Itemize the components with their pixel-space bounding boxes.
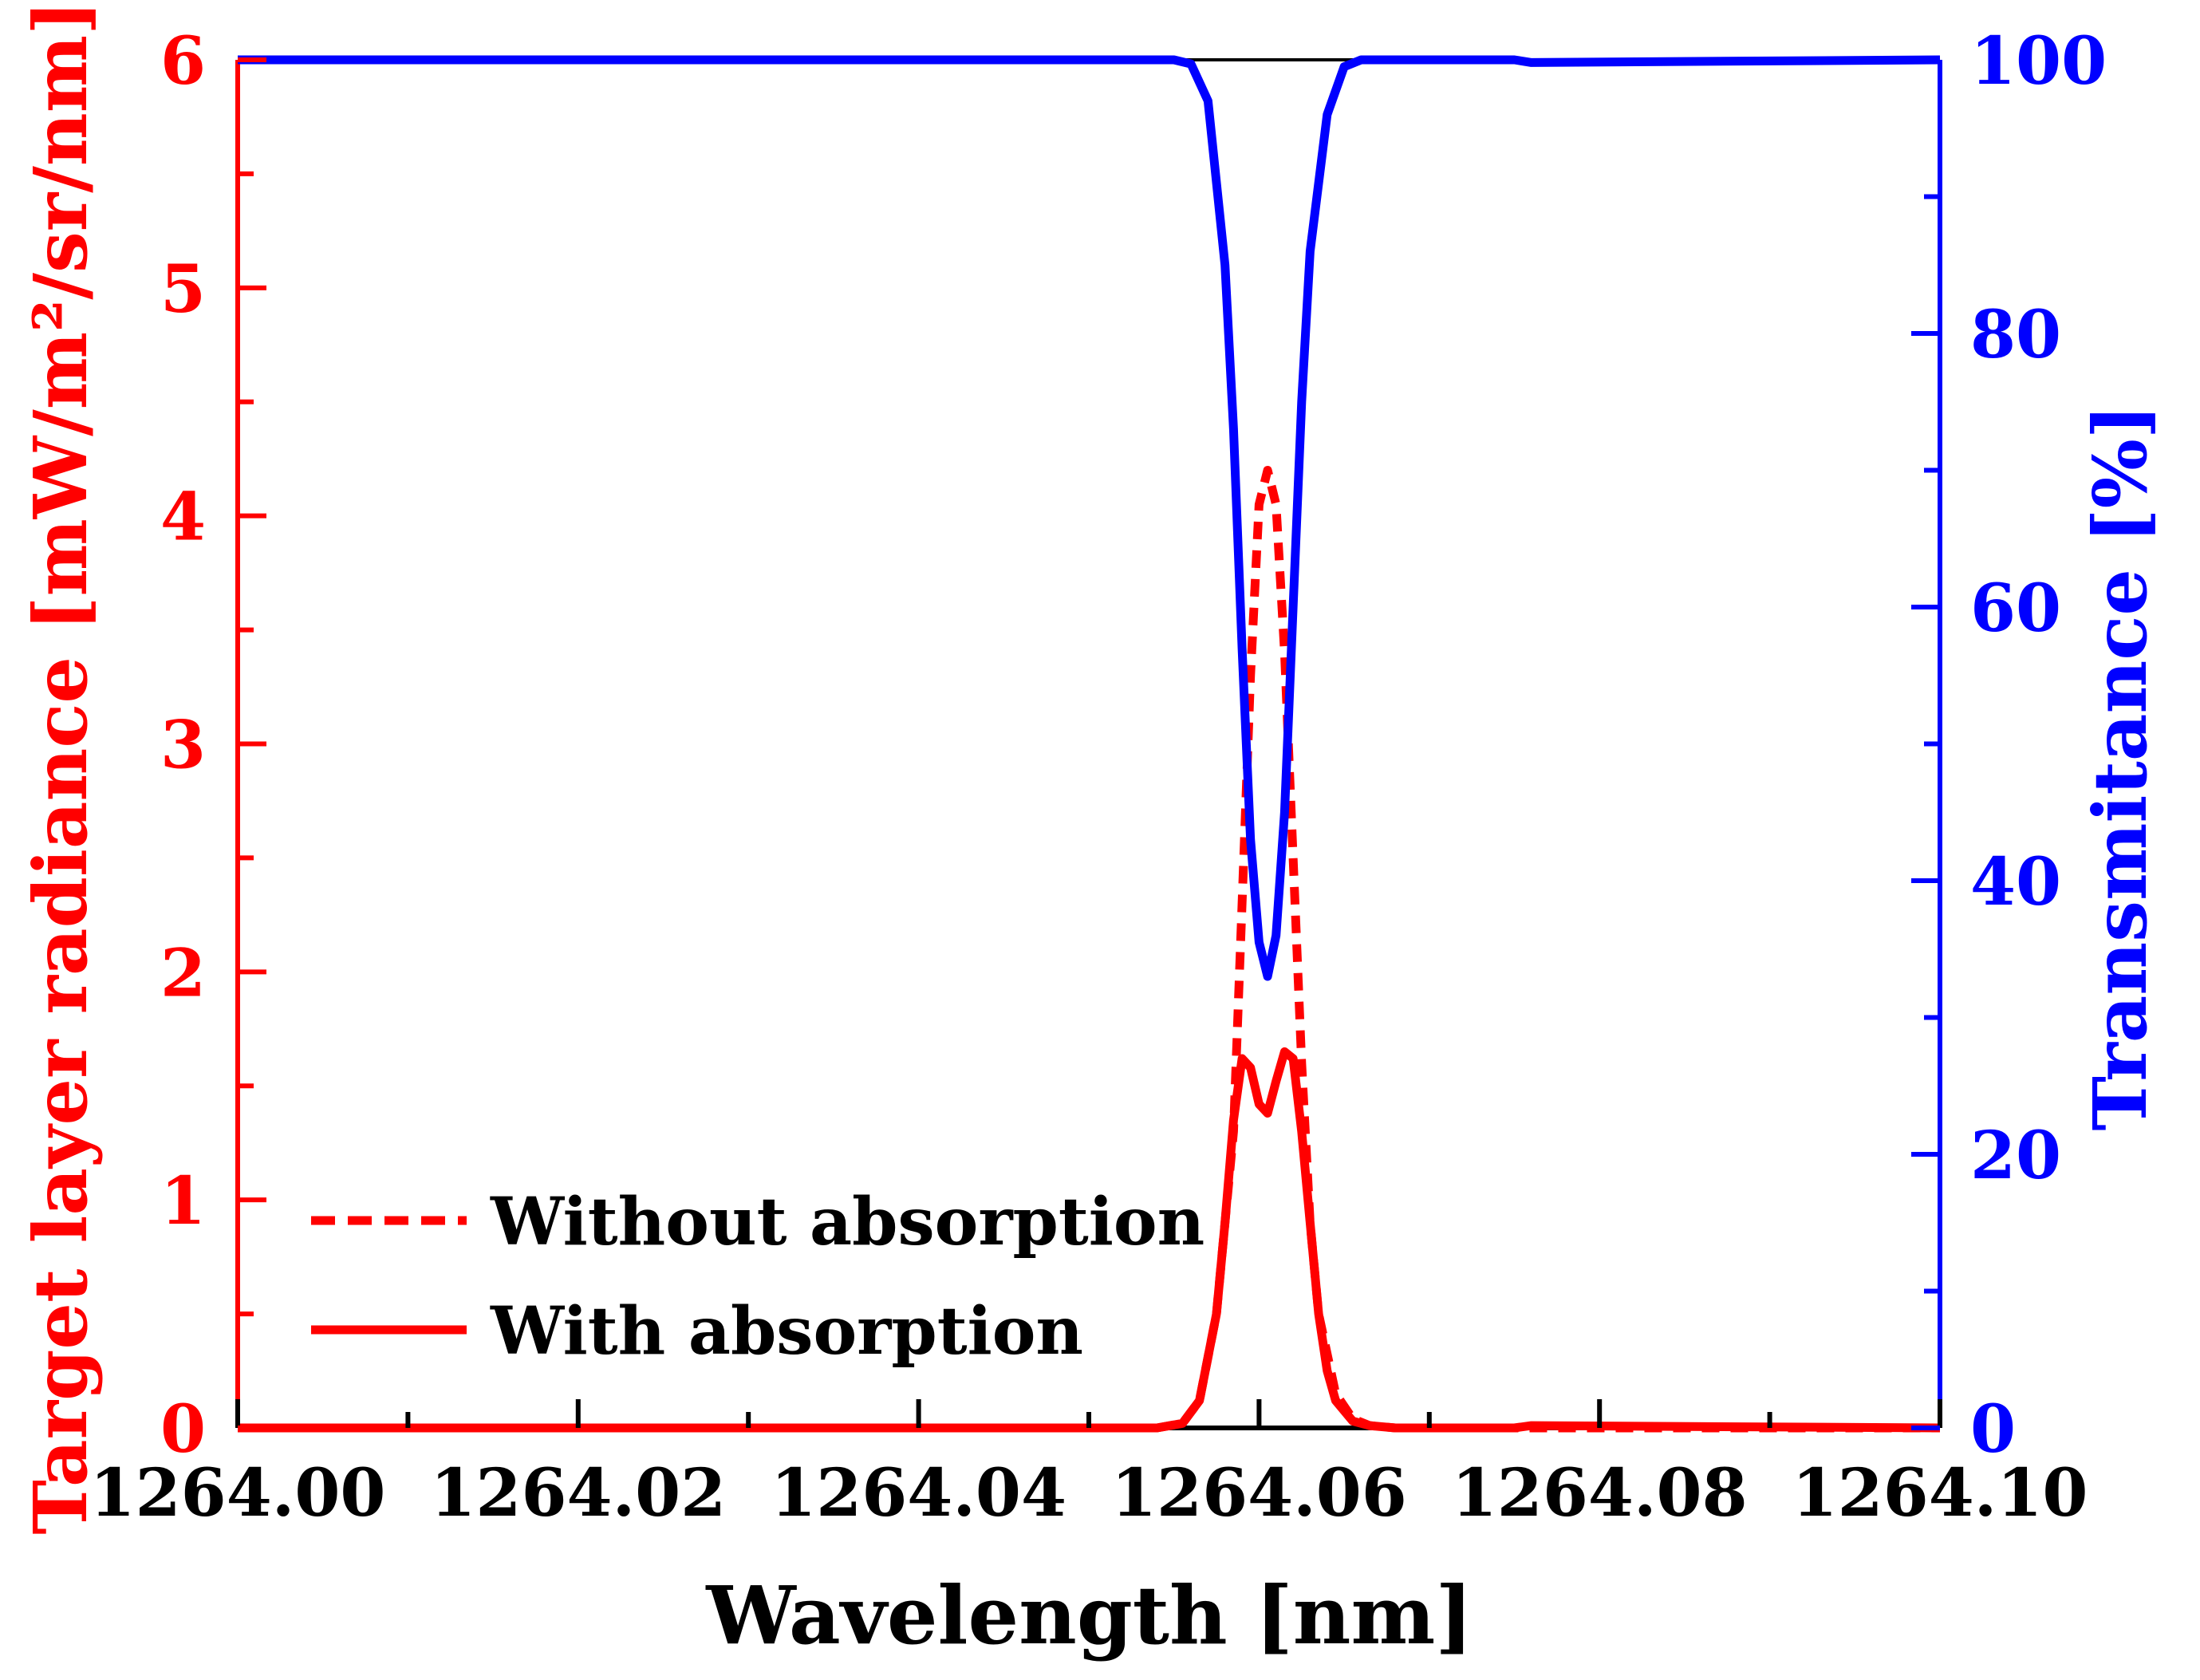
x-tick-label: 1264.08 (1452, 1455, 1748, 1532)
y-left-tick-label: 3 (160, 708, 206, 784)
y-left-tick-label: 6 (160, 23, 206, 100)
y-left-axis: 0 1 2 3 4 5 6 (160, 23, 266, 1468)
y-right-tick-label: 0 (1970, 1391, 2016, 1468)
y-right-tick-label: 20 (1970, 1118, 2061, 1194)
x-tick-label: 1264.06 (1111, 1455, 1407, 1532)
legend-label-with-absorption: With absorption (490, 1293, 1083, 1370)
y-left-tick-label: 0 (160, 1391, 206, 1468)
legend-label-without-absorption: Without absorption (490, 1184, 1204, 1260)
series-line-without-absorption (238, 466, 1940, 1433)
y-right-tick-label: 60 (1970, 570, 2061, 647)
x-tick-label: 1264.04 (771, 1455, 1066, 1532)
y-left-tick-label: 5 (160, 251, 206, 328)
y-right-axis-title: Transmitance [%] (2077, 404, 2163, 1131)
x-axis: 1264.00 1264.02 1264.04 1264.06 1264.08 1264.… (90, 1399, 2088, 1532)
y-left-tick-label: 4 (160, 479, 206, 556)
x-tick-label: 1264.10 (1792, 1455, 2088, 1532)
y-left-tick-label: 1 (160, 1163, 206, 1240)
x-axis-title: Wavelength [nm] (705, 1568, 1473, 1662)
series-line-with-absorption (238, 1047, 1941, 1433)
y-right-axis: 0 20 40 60 80 100 (1911, 23, 2107, 1468)
series-layer (238, 55, 1941, 1433)
y-right-tick-label: 80 (1970, 297, 2061, 373)
y-right-tick-label: 40 (1970, 844, 2061, 921)
x-tick-label: 1264.02 (430, 1455, 726, 1532)
legend: Without absorption With absorption (311, 1184, 1204, 1370)
series-line-transmitance (238, 55, 1941, 981)
y-right-tick-label: 100 (1970, 23, 2107, 100)
x-tick-label: 1264.00 (90, 1455, 386, 1532)
y-left-tick-label: 2 (160, 935, 206, 1012)
y-left-axis-title: Target layer radiance [mW/m²/sr/nm] (18, 0, 104, 1534)
